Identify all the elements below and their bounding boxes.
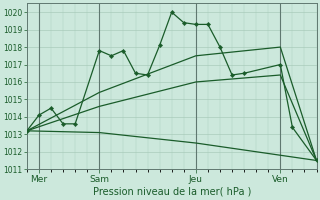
X-axis label: Pression niveau de la mer( hPa ): Pression niveau de la mer( hPa ) <box>92 187 251 197</box>
